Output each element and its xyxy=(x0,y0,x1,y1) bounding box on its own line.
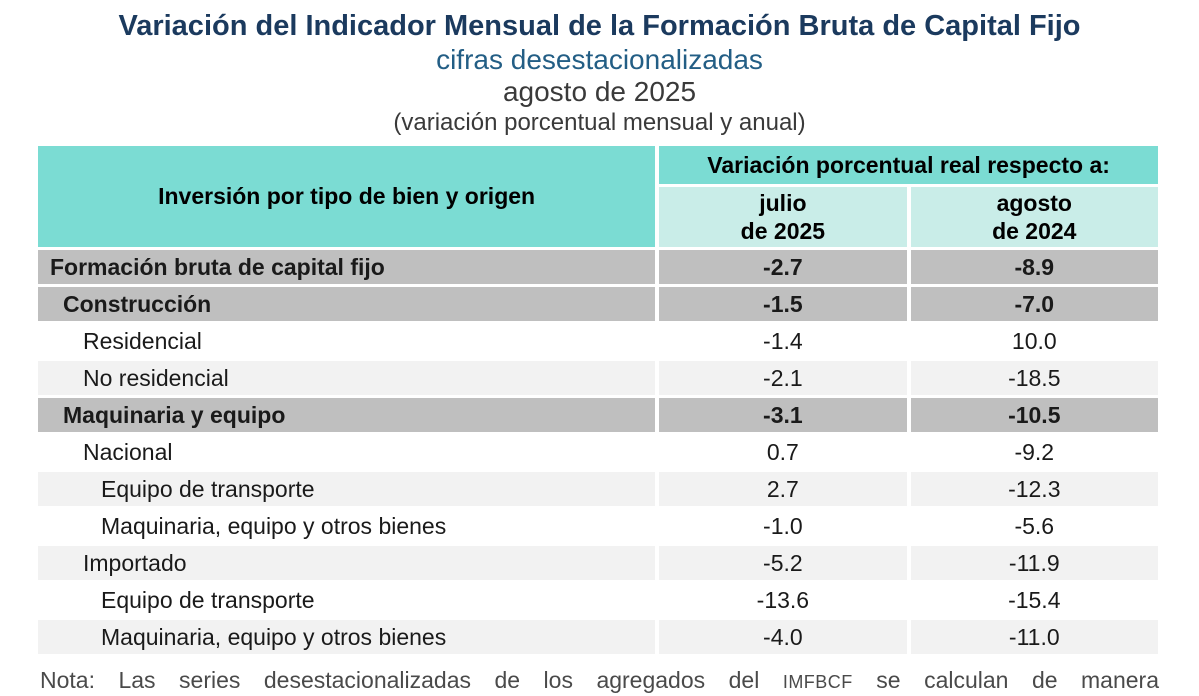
value-cell-julio-2025: 0.7 xyxy=(659,435,907,469)
row-label-cell: Formación bruta de capital fijo xyxy=(38,250,656,284)
value-cell-agosto-2024: -8.9 xyxy=(910,250,1158,284)
report-title: Variación del Indicador Mensual de la Fo… xyxy=(118,10,1081,42)
value-cell-julio-2025: -13.6 xyxy=(659,583,907,617)
table-row: Formación bruta de capital fijo -2.7 -8.9 xyxy=(38,250,1158,284)
value-cell-agosto-2024: 10.0 xyxy=(910,324,1158,358)
table-row: Maquinaria, equipo y otros bienes -1.0 -5.… xyxy=(38,509,1158,543)
col-header-julio-2025: julio de 2025 xyxy=(659,187,907,247)
row-label-cell: Maquinaria y equipo xyxy=(38,398,656,432)
footnote-text-after: se calculan de manera xyxy=(876,667,1159,693)
footnote-text-before: Las series desestacionalizadas de los ag… xyxy=(118,667,760,693)
row-label-cell: Residencial xyxy=(38,324,656,358)
row-label-cell: Equipo de transporte xyxy=(38,472,656,506)
value-cell-agosto-2024: -15.4 xyxy=(910,583,1158,617)
value-cell-julio-2025: -1.4 xyxy=(659,324,907,358)
row-label-cell: Nacional xyxy=(38,435,656,469)
title-block: Variación del Indicador Mensual de la Fo… xyxy=(0,0,1199,138)
value-cell-agosto-2024: -11.0 xyxy=(910,620,1158,654)
table-row: Equipo de transporte -13.6 -15.4 xyxy=(38,583,1158,617)
value-cell-julio-2025: -1.0 xyxy=(659,509,907,543)
table-body: Formación bruta de capital fijo -2.7 -8.9 C… xyxy=(38,250,1158,654)
row-label-cell: Equipo de transporte xyxy=(38,583,656,617)
value-cell-agosto-2024: -9.2 xyxy=(910,435,1158,469)
table-header-row-2: julio de 2025 agosto de 2024 xyxy=(38,187,1158,247)
group-header-cell: Variación porcentual real respecto a: xyxy=(659,146,1158,184)
value-cell-julio-2025: -3.1 xyxy=(659,398,907,432)
report-subtitle: cifras desestacionalizadas xyxy=(436,44,763,75)
value-cell-agosto-2024: -7.0 xyxy=(910,287,1158,321)
table-row: Maquinaria, equipo y otros bienes -4.0 -11… xyxy=(38,620,1158,654)
value-cell-julio-2025: -4.0 xyxy=(659,620,907,654)
value-cell-agosto-2024: -11.9 xyxy=(910,546,1158,580)
value-cell-julio-2025: -5.2 xyxy=(659,546,907,580)
indicator-table: Inversión por tipo de bien y origen Vari… xyxy=(34,143,1162,657)
table-row: Nacional 0.7 -9.2 xyxy=(38,435,1158,469)
table-header-row-1: Inversión por tipo de bien y origen Vari… xyxy=(38,146,1158,247)
value-cell-agosto-2024: -12.3 xyxy=(910,472,1158,506)
table-row: Maquinaria y equipo -3.1 -10.5 xyxy=(38,398,1158,432)
table-row: Importado -5.2 -11.9 xyxy=(38,546,1158,580)
table-row: Construcción -1.5 -7.0 xyxy=(38,287,1158,321)
row-label-cell: Maquinaria, equipo y otros bienes xyxy=(38,620,656,654)
table-row: No residencial -2.1 -18.5 xyxy=(38,361,1158,395)
row-label-cell: Importado xyxy=(38,546,656,580)
row-label-cell: Construcción xyxy=(38,287,656,321)
footnote-acronym: IMFBCF xyxy=(782,672,853,692)
row-label-cell: No residencial xyxy=(38,361,656,395)
report-measure-note: (variación porcentual mensual y anual) xyxy=(393,109,806,136)
footnote-label: Nota: xyxy=(40,667,95,693)
value-cell-julio-2025: -2.1 xyxy=(659,361,907,395)
corner-header-cell: Inversión por tipo de bien y origen xyxy=(38,146,656,247)
table-row: Residencial -1.4 10.0 xyxy=(38,324,1158,358)
row-label-cell: Maquinaria, equipo y otros bienes xyxy=(38,509,656,543)
report-period: agosto de 2025 xyxy=(502,76,697,107)
table-row: Equipo de transporte 2.7 -12.3 xyxy=(38,472,1158,506)
value-cell-agosto-2024: -5.6 xyxy=(910,509,1158,543)
footnote: Nota: Las series desestacionalizadas de … xyxy=(40,666,1159,696)
col-header-agosto-2024: agosto de 2024 xyxy=(910,187,1158,247)
value-cell-agosto-2024: -10.5 xyxy=(910,398,1158,432)
value-cell-julio-2025: -1.5 xyxy=(659,287,907,321)
value-cell-agosto-2024: -18.5 xyxy=(910,361,1158,395)
value-cell-julio-2025: 2.7 xyxy=(659,472,907,506)
value-cell-julio-2025: -2.7 xyxy=(659,250,907,284)
